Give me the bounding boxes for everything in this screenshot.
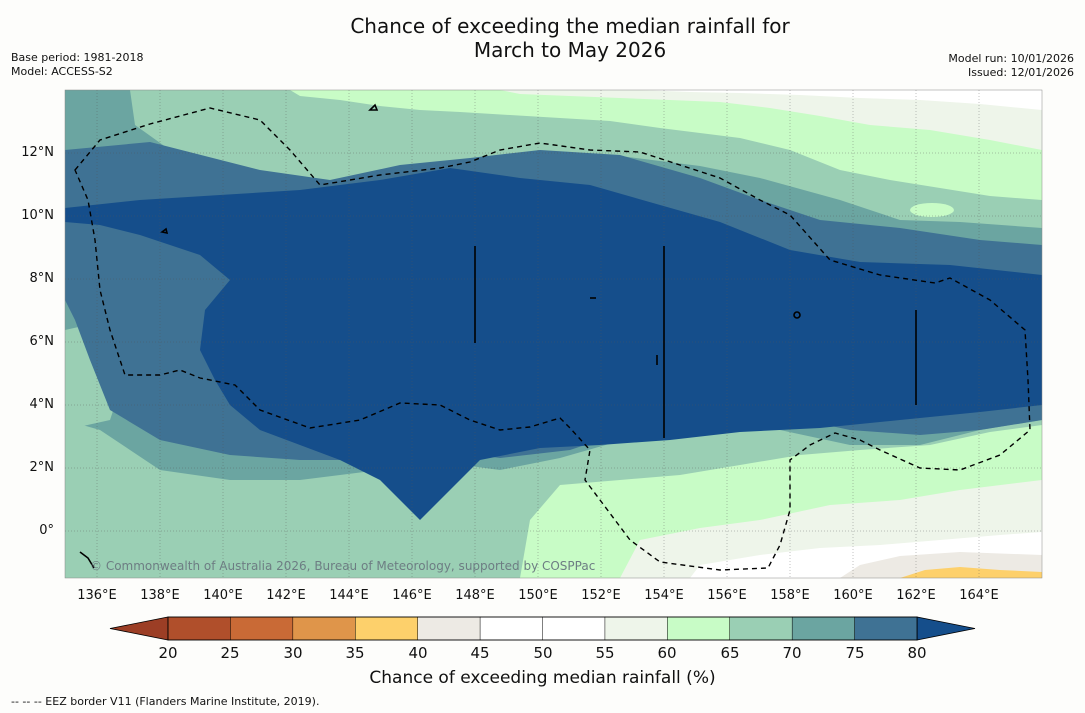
lat-label-10n: 10°N: [21, 208, 54, 223]
band-35-40-south: [900, 567, 1042, 578]
colorbar-high-extend: [916, 616, 976, 641]
model-name: Model: ACCESS-S2: [11, 65, 113, 78]
band-above-80: [65, 168, 1042, 520]
lat-label-8n: 8°N: [29, 271, 55, 286]
eez-legend-footer: -- -- -- EEZ border V11 (Flanders Marine…: [11, 695, 320, 708]
colorbar-segment: [542, 616, 606, 641]
lon-label-160e: 160°E: [833, 588, 873, 603]
lat-label-12n: 12°N: [21, 145, 54, 160]
island-features: [79, 103, 917, 569]
cbar-tick-50: 50: [533, 644, 553, 662]
lon-label-138e: 138°E: [140, 588, 180, 603]
title-line-2: March to May 2026: [473, 38, 667, 62]
colorbar-segment: [729, 616, 793, 641]
lon-label-158e: 158°E: [770, 588, 810, 603]
cbar-tick-45: 45: [470, 644, 490, 662]
cbar-tick-60: 60: [657, 644, 677, 662]
colorbar-segment: [791, 616, 856, 641]
lon-label-152e: 152°E: [581, 588, 621, 603]
cbar-tick-40: 40: [408, 644, 428, 662]
cbar-tick-80: 80: [907, 644, 927, 662]
colorbar-segment: [230, 616, 294, 641]
band-55-60-north: [500, 90, 1042, 150]
colorbar-segment: [417, 616, 481, 641]
lon-label-156e: 156°E: [707, 588, 747, 603]
cbar-tick-75: 75: [845, 644, 865, 662]
lon-label-146e: 146°E: [392, 588, 432, 603]
lon-label-140e: 140°E: [203, 588, 243, 603]
colorbar-segment: [604, 616, 668, 641]
eez-border: [74, 107, 1031, 571]
blob-north-light: [910, 203, 954, 217]
colorbar-segment: [479, 616, 544, 641]
lon-label-144e: 144°E: [329, 588, 369, 603]
base-period: Base period: 1981-2018: [11, 51, 144, 64]
lon-label-142e: 142°E: [266, 588, 306, 603]
map-title: Chance of exceeding the median rainfall …: [0, 14, 1085, 62]
lat-label-2n: 2°N: [29, 460, 55, 475]
lon-label-150e: 150°E: [518, 588, 558, 603]
colorbar-segment: [355, 616, 419, 641]
lat-label-4n: 4°N: [29, 397, 55, 412]
cbar-tick-35: 35: [345, 644, 365, 662]
colorbar-segment: [854, 616, 918, 641]
lon-label-154e: 154°E: [644, 588, 684, 603]
lat-label-0: 0°: [39, 523, 54, 538]
band-50-55-north: [640, 90, 1042, 110]
lon-label-136e: 136°E: [77, 588, 117, 603]
cbar-tick-70: 70: [782, 644, 802, 662]
colorbar: [109, 616, 976, 641]
map-frame: [64, 89, 1043, 579]
colorbar-segment: [167, 616, 231, 641]
model-run: Model run: 10/01/2026: [948, 52, 1074, 65]
cbar-tick-20: 20: [158, 644, 178, 662]
lon-label-162e: 162°E: [896, 588, 936, 603]
meta-right: Model run: 10/01/2026 Issued: 12/01/2026: [948, 52, 1074, 80]
blob-north-green: [196, 96, 228, 124]
colorbar-segments: [167, 616, 918, 641]
grid-lines: [65, 90, 1042, 578]
cbar-tick-25: 25: [220, 644, 240, 662]
meta-left: Base period: 1981-2018 Model: ACCESS-S2: [11, 51, 143, 79]
map-field: [65, 90, 1042, 578]
lat-label-6n: 6°N: [29, 334, 55, 349]
colorbar-segment: [292, 616, 356, 641]
copyright-credit: © Commonwealth of Australia 2026, Bureau…: [90, 559, 596, 573]
colorbar-low-extend: [109, 616, 169, 641]
cbar-tick-55: 55: [595, 644, 615, 662]
colorbar-segment: [667, 616, 731, 641]
cbar-tick-65: 65: [720, 644, 740, 662]
issued-date: Issued: 12/01/2026: [967, 66, 1074, 79]
colorbar-label: Chance of exceeding median rainfall (%): [369, 668, 716, 688]
lon-label-164e: 164°E: [959, 588, 999, 603]
lon-label-148e: 148°E: [455, 588, 495, 603]
cbar-tick-30: 30: [283, 644, 303, 662]
title-line-1: Chance of exceeding the median rainfall …: [350, 14, 790, 38]
